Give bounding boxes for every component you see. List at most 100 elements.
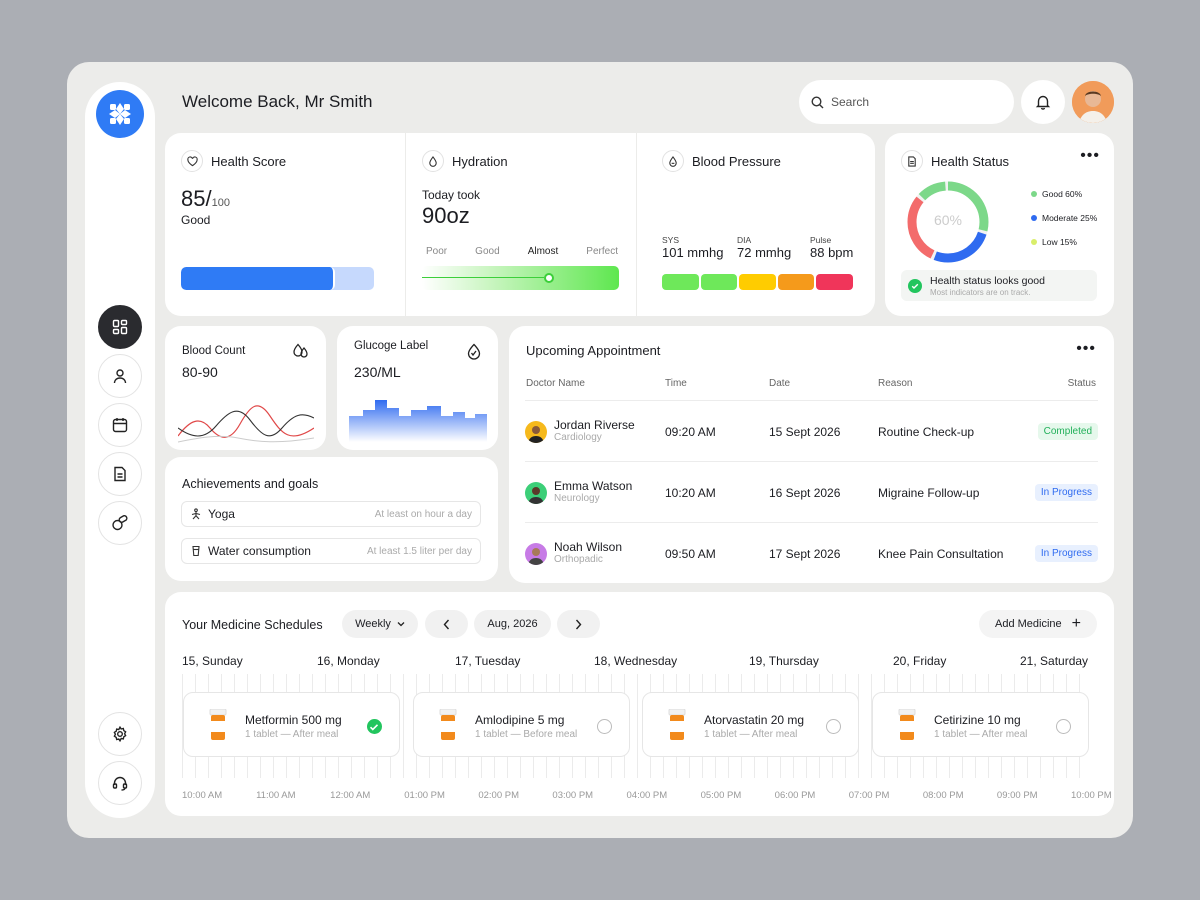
doctor-specialty: Orthopadic bbox=[554, 554, 603, 565]
goal-item[interactable]: Yoga At least on hour a day bbox=[181, 501, 481, 527]
health-score-value: 85/100 bbox=[181, 186, 230, 212]
medicine-name: Cetirizine 10 mg bbox=[934, 713, 1021, 727]
drop-icon bbox=[422, 150, 444, 172]
doctor-avatar bbox=[525, 543, 547, 565]
page-title: Welcome Back, Mr Smith bbox=[182, 92, 373, 111]
search-input[interactable] bbox=[831, 95, 1001, 109]
hydration-caption: Today took bbox=[422, 188, 481, 202]
dashboard-icon[interactable] bbox=[98, 305, 142, 349]
day-label: 20, Friday bbox=[893, 654, 947, 668]
untaken-radio-icon[interactable] bbox=[826, 719, 841, 734]
scale-poor: Poor bbox=[426, 246, 448, 257]
column-header-doctor: Doctor Name bbox=[526, 378, 585, 389]
time-label: 07:00 PM bbox=[848, 790, 890, 801]
headset-icon[interactable] bbox=[98, 761, 142, 805]
day-label: 18, Wednesday bbox=[594, 654, 678, 668]
appointment-reason: Migraine Follow-up bbox=[878, 486, 980, 500]
search-icon bbox=[811, 95, 824, 108]
untaken-radio-icon[interactable] bbox=[1056, 719, 1071, 734]
health-status-card: Health Status ••• 60% Good 60% Moderate 2… bbox=[885, 133, 1114, 316]
next-month-button[interactable] bbox=[557, 610, 600, 638]
goal-item[interactable]: Water consumption At least 1.5 liter per… bbox=[181, 538, 481, 564]
pill-bottle-icon bbox=[209, 709, 227, 740]
time-label: 10:00 AM bbox=[182, 790, 223, 801]
medicine-name: Amlodipine 5 mg bbox=[475, 713, 565, 727]
scale-almost: Almost bbox=[527, 246, 559, 257]
donut-slice bbox=[907, 181, 989, 263]
legend-dot bbox=[1031, 239, 1037, 245]
score-max: 100 bbox=[211, 197, 230, 209]
table-row[interactable]: Emma Watson Neurology 10:20 AM 16 Sept 2… bbox=[525, 461, 1098, 522]
settings-icon[interactable] bbox=[98, 712, 142, 756]
health-status-donut bbox=[907, 181, 989, 263]
note-title: Health status looks good bbox=[930, 275, 1045, 287]
health-status-legend: Good 60% Moderate 25% Low 15% bbox=[1031, 189, 1097, 261]
glucose-icon bbox=[467, 343, 481, 360]
bell-icon bbox=[1035, 95, 1051, 110]
health-status-title: Health Status bbox=[931, 153, 1010, 169]
logo-icon[interactable] bbox=[96, 90, 144, 138]
hydration-value: 90oz bbox=[422, 203, 470, 228]
table-row[interactable]: Noah Wilson Orthopadic 09:50 AM 17 Sept … bbox=[525, 522, 1098, 583]
blood-pressure-card: Blood Pressure SYS 101 mmhg DIA 72 mmhg … bbox=[637, 133, 875, 316]
month-label: Aug, 2026 bbox=[474, 610, 551, 638]
day-label: 19, Thursday bbox=[749, 654, 819, 668]
day-label: 21, Saturday bbox=[1020, 654, 1089, 668]
taken-check-icon[interactable] bbox=[367, 719, 382, 734]
bp-segment bbox=[777, 274, 815, 290]
score-number: 85/ bbox=[181, 186, 212, 211]
medicine-card[interactable]: Atorvastatin 20 mg 1 tablet — After meal bbox=[642, 692, 859, 757]
time-label: 01:00 PM bbox=[404, 790, 445, 801]
more-options-icon[interactable]: ••• bbox=[1076, 340, 1096, 357]
time-label: 03:00 PM bbox=[552, 790, 594, 801]
achievements-title: Achievements and goals bbox=[182, 477, 319, 491]
legend-dot bbox=[1031, 191, 1037, 197]
time-label: 10:00 PM bbox=[1071, 790, 1112, 801]
more-options-icon[interactable]: ••• bbox=[1080, 147, 1100, 164]
appointments-title: Upcoming Appointment bbox=[526, 343, 661, 358]
prev-month-button[interactable] bbox=[425, 610, 468, 638]
bp-pulse-value: 88 bpm bbox=[810, 245, 854, 260]
add-medicine-button[interactable]: Add Medicine + bbox=[979, 610, 1097, 638]
appointment-date: 15 Sept 2026 bbox=[769, 425, 841, 439]
scale-good: Good bbox=[475, 246, 500, 257]
doctor-name: Emma Watson bbox=[554, 479, 633, 493]
notification-button[interactable] bbox=[1021, 80, 1065, 124]
search-bar[interactable] bbox=[799, 80, 1014, 124]
scale-perfect: Perfect bbox=[586, 246, 618, 257]
bp-sys: SYS 101 mmhg bbox=[662, 235, 723, 260]
user-icon[interactable] bbox=[98, 354, 142, 398]
pills-icon[interactable] bbox=[98, 501, 142, 545]
appointment-date: 17 Sept 2026 bbox=[769, 547, 841, 561]
goal-hint: At least 1.5 liter per day bbox=[366, 545, 472, 557]
hydration-slider-handle[interactable] bbox=[544, 273, 555, 283]
check-icon bbox=[908, 279, 922, 293]
appointment-reason: Knee Pain Consultation bbox=[878, 547, 1004, 561]
chevron-right-icon bbox=[575, 619, 582, 629]
pressure-icon bbox=[662, 150, 684, 172]
appointment-time: 09:20 AM bbox=[665, 425, 716, 439]
medicine-dose: 1 tablet — After meal bbox=[704, 729, 798, 740]
table-row[interactable]: Jordan Riverse Cardiology 09:20 AM 15 Se… bbox=[525, 400, 1098, 461]
sidebar bbox=[85, 82, 155, 818]
bp-segment bbox=[662, 274, 699, 290]
untaken-radio-icon[interactable] bbox=[597, 719, 612, 734]
hydration-scale: Poor Good Almost Perfect bbox=[426, 246, 618, 257]
range-dropdown[interactable]: Weekly bbox=[342, 610, 418, 638]
glucose-value: 230/ML bbox=[354, 364, 401, 380]
medicine-card[interactable]: Cetirizine 10 mg 1 tablet — After meal bbox=[872, 692, 1089, 757]
medicine-name: Atorvastatin 20 mg bbox=[704, 713, 805, 727]
report-icon bbox=[901, 150, 923, 172]
medicine-title: Your Medicine Schedules bbox=[182, 618, 323, 632]
pill-bottle-icon bbox=[898, 709, 916, 740]
hydration-slider-track bbox=[422, 277, 545, 278]
document-icon[interactable] bbox=[98, 452, 142, 496]
calendar-icon[interactable] bbox=[98, 403, 142, 447]
health-score-title: Health Score bbox=[211, 153, 287, 169]
heart-icon bbox=[181, 150, 203, 172]
medicine-card[interactable]: Metformin 500 mg 1 tablet — After meal bbox=[183, 692, 400, 757]
hydration-slider[interactable] bbox=[422, 266, 619, 290]
user-avatar[interactable] bbox=[1072, 81, 1114, 123]
time-label: 04:00 PM bbox=[626, 790, 668, 801]
medicine-card[interactable]: Amlodipine 5 mg 1 tablet — Before meal bbox=[413, 692, 630, 757]
